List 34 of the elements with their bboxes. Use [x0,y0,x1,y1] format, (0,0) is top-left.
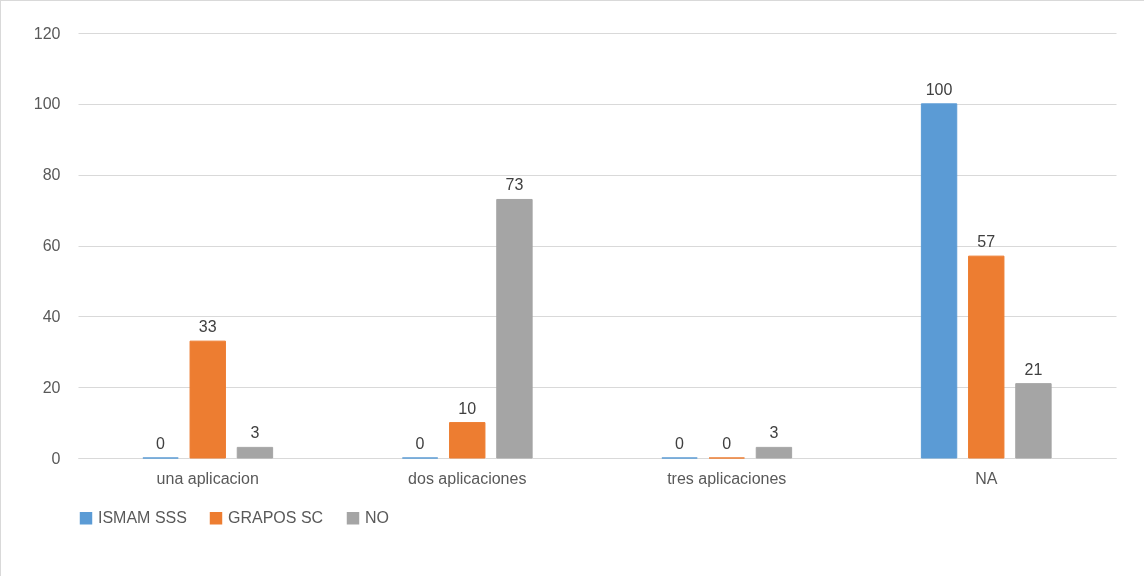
bar [755,446,793,459]
data-label: 21 [1024,360,1043,378]
legend-label: ISMAM SSS [98,509,187,527]
y-tick-label: 40 [42,307,61,325]
data-label: 0 [415,435,425,452]
y-tick-label: 120 [33,24,61,42]
bar [1015,383,1052,459]
data-label: 0 [675,435,685,452]
legend-label: NO [365,509,389,527]
bar [920,103,958,459]
data-label: 3 [769,424,779,442]
y-tick-label: 60 [42,237,61,254]
x-tick-label: dos aplicaciones [408,469,527,487]
data-label: 0 [722,435,732,452]
bar [189,340,226,459]
y-tick-label: 0 [51,449,61,467]
bar [449,422,486,459]
y-tick-label: 20 [42,378,61,396]
data-label: 100 [925,80,953,98]
x-tick-label: tres aplicaciones [667,469,787,487]
x-tick-label: una aplicacion [156,469,259,487]
data-label: 57 [977,233,996,251]
data-label: 73 [505,176,524,194]
legend-label: GRAPOS SC [228,509,324,527]
y-tick-label: 100 [33,95,61,113]
data-label: 0 [156,435,166,452]
bar [236,446,274,459]
x-tick-label: NA [975,469,998,487]
y-tick-label: 80 [42,166,61,184]
data-label: 33 [198,318,217,336]
bar [968,255,1005,459]
data-label: 10 [458,399,477,417]
data-label: 3 [250,424,260,442]
bar [496,198,533,459]
